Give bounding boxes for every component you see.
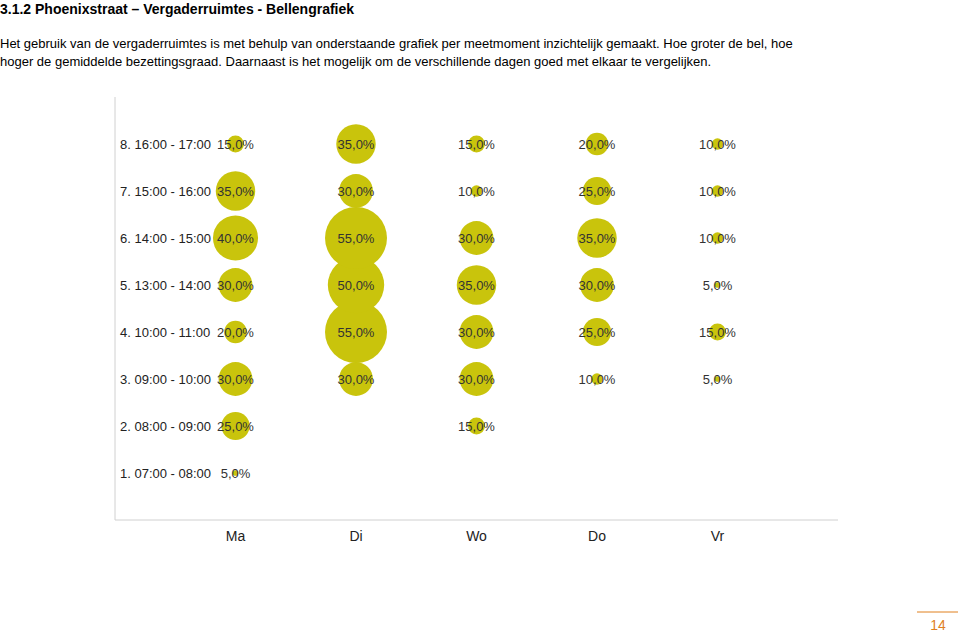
y-tick-label: 3. 09:00 - 10:00 (120, 372, 211, 387)
data-label: 25,0% (217, 419, 254, 434)
x-tick-label: Ma (226, 528, 246, 544)
intro-line: hoger de gemiddelde bezettingsgraad. Daa… (0, 54, 711, 69)
data-label: 15,0% (458, 137, 495, 152)
data-label: 30,0% (217, 278, 254, 293)
data-label: 50,0% (338, 278, 375, 293)
data-label: 10,0% (458, 184, 495, 199)
y-axis (115, 97, 116, 520)
bubble (213, 215, 258, 260)
x-tick-label: Do (588, 528, 606, 544)
data-label: 30,0% (338, 184, 375, 199)
bubble (457, 265, 496, 304)
data-label: 10,0% (699, 184, 736, 199)
data-label: 40,0% (217, 231, 254, 246)
data-label: 30,0% (458, 325, 495, 340)
data-label: 35,0% (458, 278, 495, 293)
heading: 3.1.2 Phoenixstraat – Vergaderruimtes - … (0, 1, 354, 17)
bubbles (213, 124, 726, 476)
x-tick-label: Wo (466, 528, 487, 544)
data-label: 5,0% (703, 278, 733, 293)
y-tick-label: 1. 07:00 - 08:00 (120, 466, 211, 481)
bubble (336, 124, 375, 163)
data-label: 35,0% (217, 184, 254, 199)
bubble (325, 207, 387, 269)
page-number: 14 (930, 617, 946, 633)
data-label: 25,0% (579, 325, 616, 340)
data-label: 20,0% (579, 137, 616, 152)
data-label: 35,0% (579, 231, 616, 246)
y-tick-label: 2. 08:00 - 09:00 (120, 419, 211, 434)
x-axis (115, 520, 838, 521)
data-label: 30,0% (338, 372, 375, 387)
bubble (216, 171, 255, 210)
y-tick-label: 7. 15:00 - 16:00 (120, 184, 211, 199)
data-label: 10,0% (699, 231, 736, 246)
data-label: 30,0% (458, 231, 495, 246)
x-tick-label: Di (349, 528, 362, 544)
data-label: 15,0% (217, 137, 254, 152)
data-label: 10,0% (579, 372, 616, 387)
y-tick-label: 6. 14:00 - 15:00 (120, 231, 211, 246)
data-label: 30,0% (579, 278, 616, 293)
data-label: 55,0% (338, 231, 375, 246)
data-label: 25,0% (579, 184, 616, 199)
data-label: 10,0% (699, 137, 736, 152)
data-label: 30,0% (458, 372, 495, 387)
page-number-rule (917, 612, 958, 613)
page: 3.1.2 Phoenixstraat – Vergaderruimtes - … (0, 0, 960, 633)
data-label: 55,0% (338, 325, 375, 340)
data-label: 15,0% (458, 419, 495, 434)
x-tick-label: Vr (711, 528, 725, 544)
bubble (577, 218, 616, 257)
data-label: 5,0% (703, 372, 733, 387)
y-tick-label: 4. 10:00 - 11:00 (120, 325, 210, 340)
y-tick-label: 8. 16:00 - 17:00 (120, 137, 211, 152)
data-label: 35,0% (338, 137, 375, 152)
data-label: 15,0% (699, 325, 736, 340)
intro-line: Het gebruik van de vergaderruimtes is me… (0, 36, 793, 51)
data-label: 30,0% (217, 372, 254, 387)
data-label: 20,0% (217, 325, 254, 340)
y-tick-label: 5. 13:00 - 14:00 (120, 278, 211, 293)
data-labels: 5,0% 25,0% 15,0% 30,0% 30,0% 30,0% 10,0% 5,0% 20… (217, 137, 736, 481)
data-label: 5,0% (221, 466, 251, 481)
